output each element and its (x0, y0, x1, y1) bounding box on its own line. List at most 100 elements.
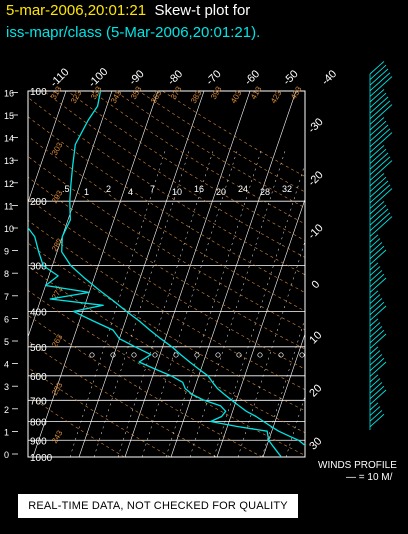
mixing-ratio-label: 7 (150, 184, 155, 194)
wind-barb (369, 301, 385, 316)
altitude-label: 3 (4, 382, 9, 392)
altitude-label: 0 (4, 450, 9, 460)
wind-barb (369, 96, 389, 114)
wind-barb (369, 389, 387, 405)
wind-barb (369, 262, 379, 271)
isotherm-line (262, 333, 305, 457)
right-isotherm-label: -20 (306, 169, 326, 189)
pressure-label: 1000 (30, 453, 53, 464)
mixing-ratio-marker (89, 352, 95, 358)
wind-barb (369, 72, 391, 92)
altitude-label: 9 (4, 247, 9, 257)
wind-barb (369, 234, 379, 243)
wind-barb (369, 152, 389, 170)
top-isotherm-label: -40 (320, 68, 340, 88)
wind-barb (369, 374, 379, 383)
top-isotherm-label: -80 (166, 68, 186, 88)
plot-title: Skew-t plot for (154, 2, 251, 19)
isotherm-line (355, 91, 408, 457)
chart-grid (0, 91, 408, 457)
wind-barb (369, 89, 385, 103)
mixing-ratio-line (310, 151, 405, 457)
wind-barb (369, 385, 385, 400)
mixing-ratio-marker (278, 352, 284, 358)
wind-barb (369, 277, 387, 293)
mixing-ratio-label: 10 (172, 187, 182, 197)
mixing-ratio-label: 2 (106, 184, 111, 194)
dry-adiabat-label: 313 (49, 84, 64, 101)
pressure-label: 400 (30, 307, 47, 318)
pressure-label: 600 (30, 372, 47, 383)
wind-barb (369, 68, 389, 86)
mixing-ratio-label: 32 (282, 184, 292, 194)
wind-barb (369, 406, 381, 416)
wind-barb (369, 92, 387, 108)
wind-barb (369, 346, 379, 355)
wind-profile (369, 61, 393, 430)
mixing-ratio-line (285, 394, 305, 457)
wind-barb (369, 176, 387, 192)
isotherm-line (28, 91, 67, 204)
wind-barb (369, 212, 391, 232)
mixing-ratio-marker (215, 352, 221, 358)
top-isotherm-label: -70 (204, 68, 224, 88)
altitude-label: 6 (4, 314, 9, 324)
top-isotherm-label: -90 (127, 68, 147, 88)
wind-barb (369, 298, 383, 310)
pressure-label: 500 (30, 343, 47, 354)
mixing-ratio-marker (299, 352, 305, 358)
temperature-trace (61, 91, 305, 447)
mixing-ratio-label: .5 (62, 184, 70, 194)
dry-adiabat-line (28, 97, 305, 276)
wind-barb (369, 104, 393, 125)
top-isotherm-label: -50 (281, 68, 301, 88)
mixing-ratio-marker (194, 352, 200, 358)
dry-adiabat-label: 243 (50, 428, 65, 445)
mixing-ratio-label: 20 (216, 187, 226, 197)
quality-note: REAL-TIME DATA, NOT CHECKED FOR QUALITY (18, 494, 298, 518)
wind-barb (369, 354, 383, 366)
top-isotherm-label: -110 (48, 66, 71, 89)
altitude-label: 12 (4, 179, 14, 189)
dry-adiabat-label: 433 (289, 84, 304, 101)
wind-barb (369, 270, 383, 282)
wind-barb (369, 410, 383, 422)
winds-scale-label: — = 10 M/ (346, 472, 393, 483)
isotherm-line (78, 91, 205, 457)
wind-barb (369, 204, 387, 220)
dry-adiabat-line (28, 156, 305, 331)
wind-barb (369, 333, 387, 349)
pressure-label: 200 (30, 197, 47, 208)
pressure-label: 300 (30, 262, 47, 273)
wind-barb (369, 290, 379, 299)
pressure-label: 800 (30, 418, 47, 429)
wind-barb (369, 145, 385, 159)
dewpoint-trace (28, 226, 282, 457)
winds-profile-label: WINDS PROFILE (318, 460, 397, 471)
right-isotherm-label: 0 (309, 278, 322, 291)
mixing-ratio-line (261, 317, 305, 457)
right-isotherm-label: 30 (307, 435, 324, 452)
right-isotherm-label: -10 (306, 222, 326, 242)
mixing-ratio-marker (173, 352, 179, 358)
altitude-label: 7 (4, 292, 9, 302)
mixing-ratio-marker (236, 352, 242, 358)
top-isotherm-label: -100 (86, 66, 110, 90)
wind-barb (369, 148, 387, 164)
wind-barb (369, 382, 383, 394)
dry-adiabat-label: 253 (50, 380, 65, 397)
right-isotherm-label: -30 (306, 116, 326, 136)
altitude-label: 5 (4, 337, 9, 347)
mixing-ratio-label: 1 (84, 187, 89, 197)
chart-header: 5-mar-2006,20:01:21 Skew-t plot for (6, 2, 250, 19)
top-isotherm-label: -60 (243, 68, 263, 88)
mixing-ratio-marker (110, 352, 116, 358)
wind-barb (369, 180, 389, 198)
wind-barb (369, 322, 381, 332)
isotherm-line (0, 91, 20, 457)
dry-adiabat-line (43, 91, 305, 258)
wind-barb (369, 64, 387, 80)
isotherm-line (216, 198, 305, 457)
dry-adiabat-line (28, 314, 263, 457)
